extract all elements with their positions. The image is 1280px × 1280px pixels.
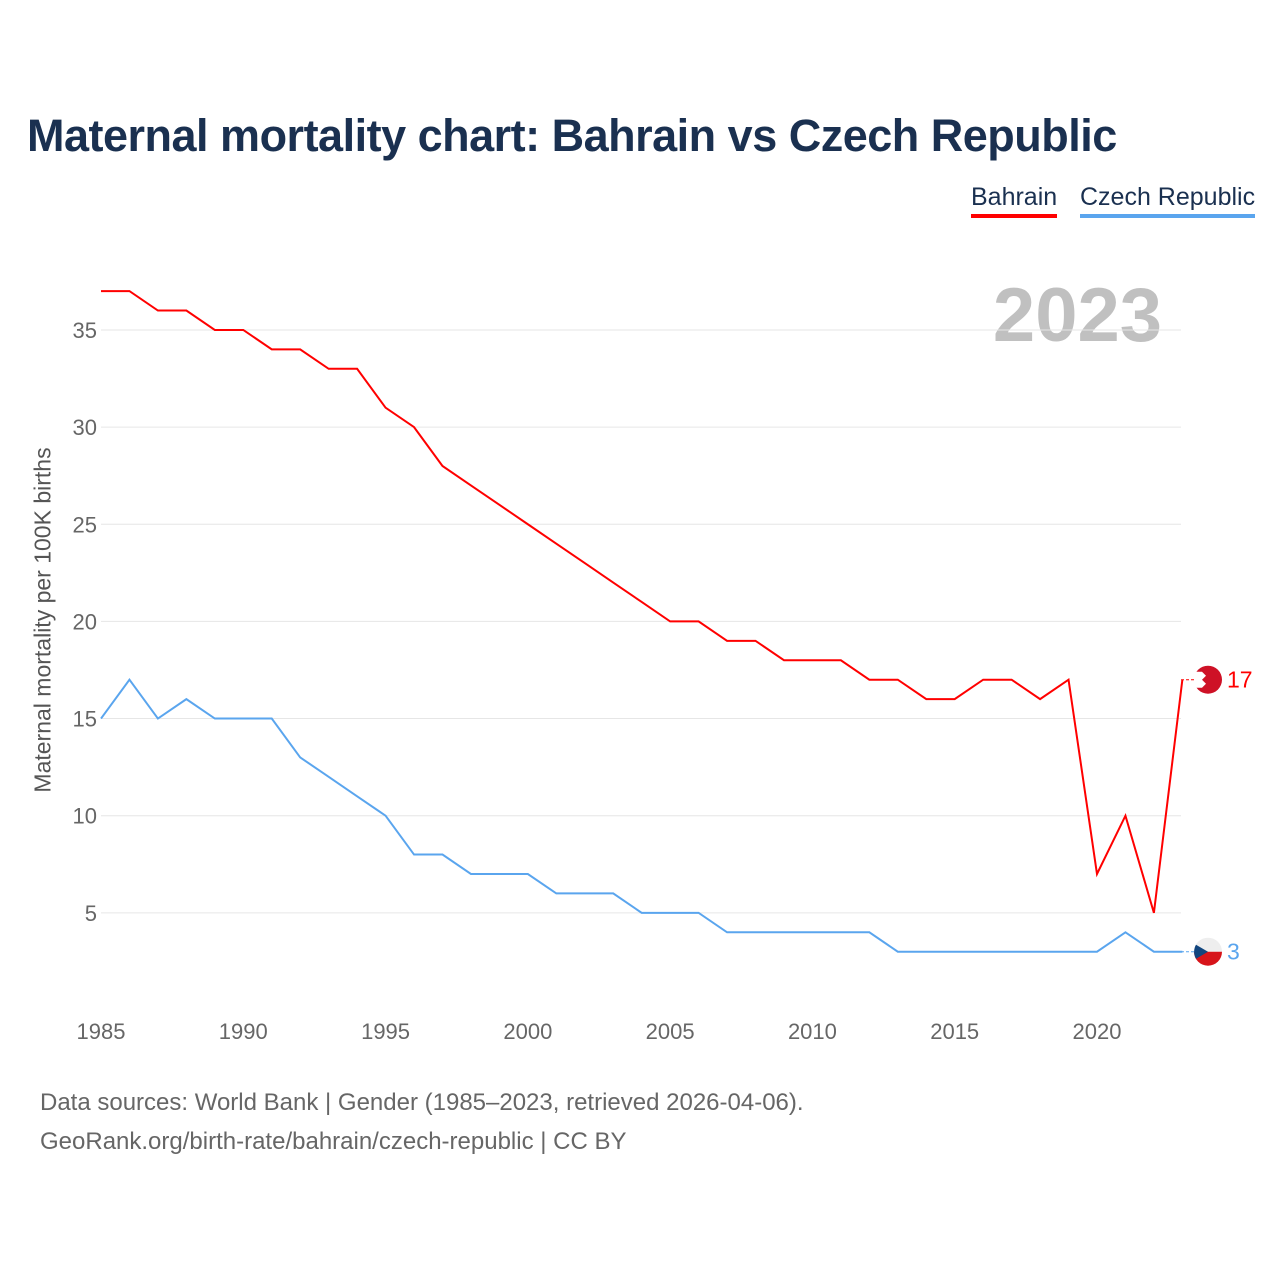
series-line-czech-republic [100,677,1183,953]
series-line-bahrain [101,290,1184,914]
x-tick-label: 2000 [503,1019,552,1044]
legend-bahrain[interactable]: Bahrain [971,183,1058,218]
source-url: GeoRank.org/birth-rate/bahrain/czech-rep… [40,1128,627,1155]
end-value-label: 17 [1227,667,1253,693]
x-tick-label: 1985 [77,1019,126,1044]
y-tick-label: 15 [73,707,97,732]
x-tick-label: 2015 [930,1019,979,1044]
bahrain-flag-stripe [1194,671,1206,688]
end-value-label: 3 [1227,939,1240,965]
source-text: Data sources: World Bank | Gender (1985–… [40,1089,804,1116]
x-tick-label: 2020 [1073,1019,1122,1044]
legend-czech-republic[interactable]: Czech Republic [1080,183,1256,218]
year-label: 2023 [992,273,1162,358]
czech-flag-blue [1194,944,1208,959]
chart-title: Maternal mortality chart: Bahrain vs Cze… [27,110,1117,161]
y-tick-label: 5 [85,901,97,926]
y-tick-label: 30 [73,415,97,440]
y-tick-label: 10 [73,804,97,829]
y-tick-label: 35 [73,318,97,343]
y-tick-label: 20 [73,609,97,634]
x-tick-label: 1990 [219,1019,268,1044]
y-tick-label: 25 [73,512,97,537]
x-tick-label: 2005 [646,1019,695,1044]
x-tick-label: 2010 [788,1019,837,1044]
x-tick-label: 1995 [361,1019,410,1044]
